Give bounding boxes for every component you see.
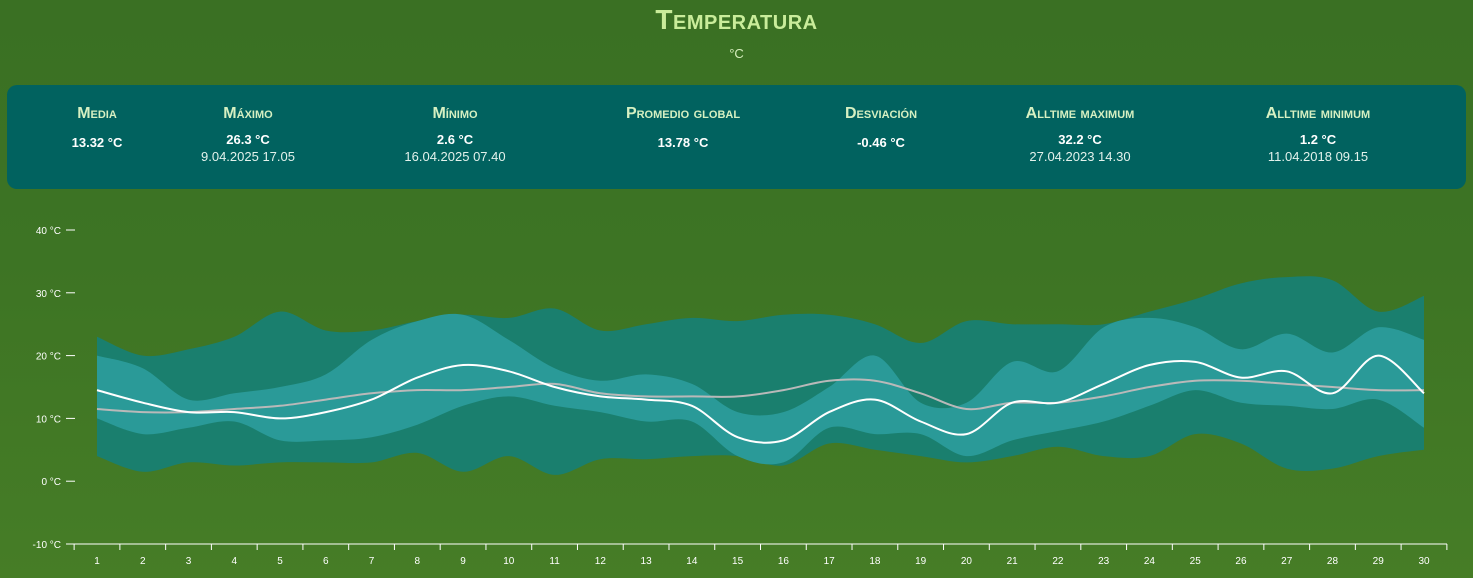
x-tick-label: 5: [277, 556, 283, 567]
stat-desviacion: Desviación -0.46 °C: [845, 105, 917, 152]
x-tick-label: 12: [595, 556, 607, 567]
stat-minimo: Mínimo 2.6 °C 16.04.2025 07.40: [404, 105, 505, 164]
x-tick-label: 16: [778, 556, 790, 567]
stat-maximo: Máximo 26.3 °C 9.04.2025 17.05: [201, 105, 295, 164]
stat-value: 2.6 °C: [436, 132, 474, 147]
x-tick-label: 8: [415, 556, 421, 567]
stat-timestamp: 9.04.2025 17.05: [201, 149, 295, 164]
stat-label: Máximo: [223, 105, 273, 122]
y-tick-label: 0 °C: [41, 477, 61, 488]
x-tick-label: 1: [94, 556, 100, 567]
x-tick-label: 11: [549, 556, 560, 567]
x-tick-label: 13: [641, 556, 653, 567]
x-tick-label: 9: [460, 556, 466, 567]
stat-value: 26.3 °C: [226, 132, 270, 147]
current-temperature-line: [96, 354, 1425, 444]
x-tick-label: 19: [915, 556, 927, 567]
stat-alltime-minimum: Alltime minimum 1.2 °C 11.04.2018 09.15: [1266, 105, 1370, 164]
y-tick-label: 30 °C: [36, 289, 61, 300]
stat-alltime-maximum: Alltime maximum 32.2 °C 27.04.2023 14.30: [1026, 105, 1135, 164]
stat-label: Mínimo: [432, 105, 478, 122]
y-tick-label: -10 °C: [33, 540, 61, 551]
x-tick-label: 14: [686, 556, 698, 567]
x-tick-label: 20: [961, 556, 973, 567]
x-tick-label: 26: [1235, 556, 1247, 567]
stat-label: Desviación: [844, 105, 918, 122]
x-tick-label: 28: [1327, 556, 1339, 567]
y-tick-label: 10 °C: [36, 414, 61, 425]
x-tick-label: 7: [369, 556, 375, 567]
stat-timestamp: 16.04.2025 07.40: [404, 149, 506, 164]
x-tick-label: 17: [824, 556, 836, 567]
stat-timestamp: 27.04.2023 14.30: [1029, 149, 1131, 164]
y-tick-label: 40 °C: [36, 226, 61, 237]
x-tick-label: 30: [1418, 556, 1430, 567]
stat-value: 13.78 °C: [657, 135, 709, 150]
stat-value: 13.32 °C: [71, 135, 123, 150]
chart-title: Temperatura: [655, 4, 818, 35]
stat-timestamp: 11.04.2018 09.15: [1267, 149, 1369, 164]
stat-label: Media: [77, 105, 117, 122]
stat-label: Alltime maximum: [1025, 105, 1135, 122]
x-tick-label: 10: [503, 556, 515, 567]
x-tick-label: 4: [231, 556, 237, 567]
x-tick-label: 2: [140, 556, 146, 567]
stat-value: 32.2 °C: [1058, 132, 1102, 147]
x-tick-label: 3: [186, 556, 192, 567]
x-tick-label: 18: [869, 556, 881, 567]
stat-label: Promedio global: [625, 105, 741, 122]
x-tick-label: 23: [1098, 556, 1110, 567]
stats-panel: Media 13.32 °C Máximo 26.3 °C 9.04.2025 …: [7, 85, 1466, 189]
stat-value: 1.2 °C: [1299, 132, 1337, 147]
stat-value: -0.46 °C: [857, 135, 905, 150]
average-temperature-line: [96, 378, 1425, 414]
x-tick-label: 22: [1052, 556, 1064, 567]
y-tick-label: 20 °C: [36, 352, 61, 363]
x-tick-label: 21: [1007, 556, 1019, 567]
stat-label: Alltime minimum: [1265, 105, 1371, 122]
x-tick-label: 27: [1281, 556, 1293, 567]
stat-media: Media 13.32 °C: [72, 105, 123, 152]
x-tick-label: 6: [323, 556, 329, 567]
current-range-band: [97, 313, 1424, 465]
x-tick-label: 24: [1144, 556, 1156, 567]
x-tick-label: 15: [732, 556, 744, 567]
x-tick-label: 29: [1373, 556, 1385, 567]
unit-label: °C: [729, 46, 744, 61]
stat-promedio-global: Promedio global 13.78 °C: [626, 105, 740, 152]
x-tick-label: 25: [1190, 556, 1202, 567]
